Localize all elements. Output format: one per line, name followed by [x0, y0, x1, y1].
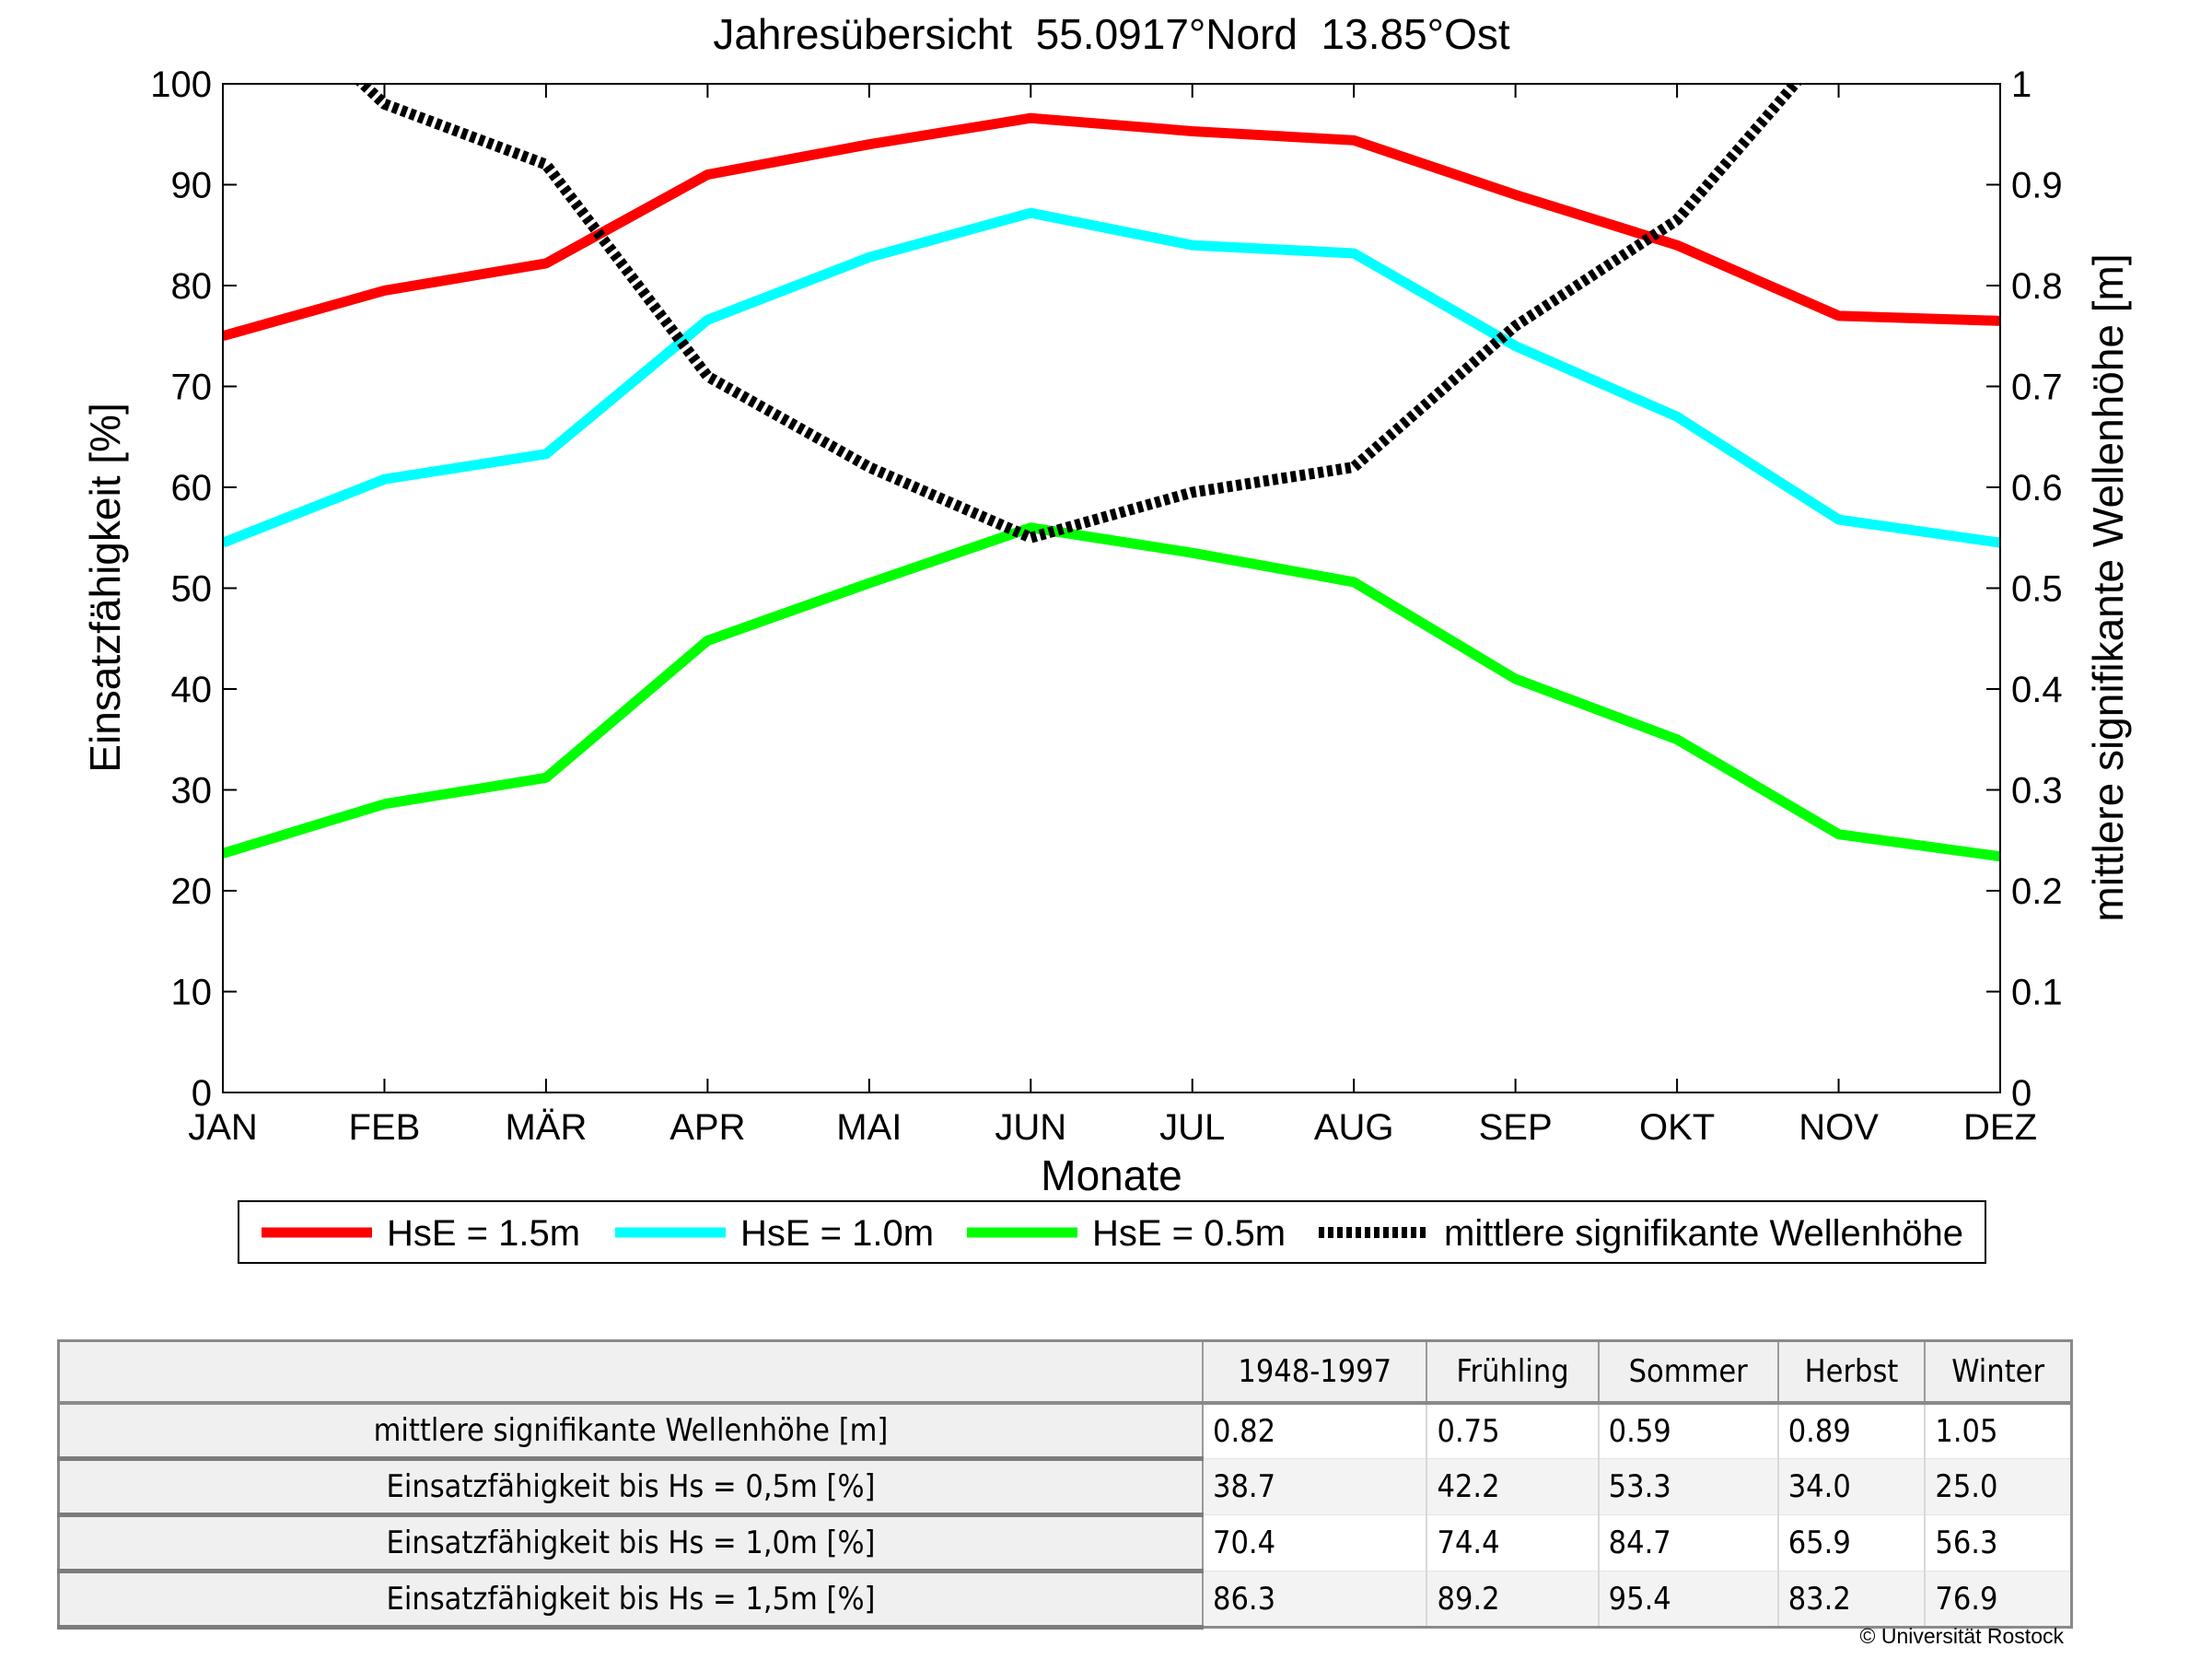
x-tick-label: JAN — [188, 1107, 258, 1148]
legend-label: HsE = 1.0m — [740, 1213, 934, 1254]
y-tick-label: 30 — [171, 771, 213, 812]
x-tick-label: MAI — [836, 1107, 902, 1148]
y2-tick-label: 0.3 — [2011, 771, 2063, 812]
table-cell: 95.4 — [1598, 1571, 1779, 1628]
x-tick-label: OKT — [1639, 1107, 1715, 1148]
table-cell: 38.7 — [1203, 1458, 1428, 1515]
y-tick-label: 70 — [171, 368, 213, 408]
table-cell: 56.3 — [1925, 1514, 2073, 1571]
table-row: Einsatzfähigkeit bis Hs = 0,5m [%] 38.7 42… — [58, 1458, 2073, 1517]
summary-table: 1948-1997 Frühling Sommer Herbst Winter … — [57, 1339, 2073, 1630]
table-cell: 89.2 — [1426, 1571, 1600, 1628]
x-tick-label: SEP — [1479, 1107, 1553, 1148]
x-tick-label: APR — [669, 1107, 745, 1148]
y-tick-label: 80 — [171, 266, 213, 307]
table-cell: 0.75 — [1426, 1403, 1600, 1459]
y-tick-label: 20 — [171, 871, 213, 912]
legend-box — [238, 1200, 1986, 1264]
series-line-0 — [223, 112, 2000, 342]
x-tick-label: JUN — [995, 1107, 1066, 1148]
row-label: Einsatzfähigkeit bis Hs = 1,0m [%] — [58, 1514, 1204, 1573]
x-tick-label: MÄR — [505, 1107, 587, 1148]
x-tick-label: FEB — [349, 1107, 421, 1148]
x-tick-label: JUL — [1159, 1107, 1225, 1148]
y-tick-label: 100 — [150, 64, 212, 105]
y2-tick-label: 0.2 — [2011, 871, 2063, 912]
row-label: Einsatzfähigkeit bis Hs = 0,5m [%] — [58, 1458, 1204, 1517]
legend-label: HsE = 1.5m — [387, 1213, 580, 1254]
chart: Jahresübersicht 55.0917°Nord 13.85°Ost J… — [81, 10, 2132, 1264]
x-tick-label: NOV — [1799, 1107, 1879, 1148]
table-cell: 70.4 — [1203, 1514, 1428, 1571]
table-cell: 74.4 — [1426, 1514, 1600, 1571]
legend: HsE = 1.5m HsE = 1.0m HsE = 0.5m mittlere s… — [238, 1200, 1986, 1264]
table-header — [58, 1340, 1204, 1405]
y2-tick-label: 1 — [2011, 64, 2032, 105]
copyright: © Universität Rostock — [1859, 1624, 2064, 1648]
y2-tick-label: 0.5 — [2011, 569, 2063, 610]
x-tick-label: AUG — [1314, 1107, 1394, 1148]
table-cell: 42.2 — [1426, 1458, 1600, 1515]
series-line-1 — [223, 207, 2000, 548]
table-header: Herbst — [1777, 1340, 1927, 1405]
row-label: Einsatzfähigkeit bis Hs = 1,5m [%] — [58, 1571, 1204, 1630]
y-tick-label: 60 — [171, 468, 213, 508]
table-cell: 86.3 — [1203, 1571, 1428, 1628]
y-axis-label: Einsatzfähigkeit [%] — [81, 403, 129, 772]
table-row: Einsatzfähigkeit bis Hs = 1,0m [%] 70.4 74… — [58, 1514, 2073, 1573]
x-axis-label: Monate — [1041, 1151, 1182, 1199]
table-cell: 84.7 — [1598, 1514, 1779, 1571]
row-label: mittlere signifikante Wellenhöhe [m] — [58, 1403, 1204, 1461]
table-header-row: 1948-1997 Frühling Sommer Herbst Winter — [58, 1340, 2073, 1405]
table-row: Einsatzfähigkeit bis Hs = 1,5m [%] 86.3 89… — [58, 1571, 2073, 1630]
y2-axis-label: mittlere signifikante Wellenhöhe [m] — [2084, 253, 2132, 921]
table-cell: 0.89 — [1777, 1403, 1927, 1459]
x-tick-label: DEZ — [1963, 1107, 2037, 1148]
table-cell: 83.2 — [1777, 1571, 1927, 1628]
y-tick-label: 0 — [192, 1073, 212, 1114]
plot-frame — [222, 83, 2001, 1093]
table-cell: 25.0 — [1925, 1458, 2073, 1515]
y2-tick-label: 0.7 — [2011, 368, 2063, 408]
table-cell: 1.05 — [1925, 1403, 2073, 1459]
table-cell: 76.9 — [1925, 1571, 2073, 1628]
series-line-3 — [355, 84, 1803, 543]
y2-tick-label: 0.8 — [2011, 266, 2063, 307]
table-header: Sommer — [1598, 1340, 1779, 1405]
y2-tick-label: 0.9 — [2011, 166, 2063, 206]
legend-label: mittlere signifikante Wellenhöhe — [1444, 1213, 1963, 1254]
table-cell: 53.3 — [1598, 1458, 1779, 1515]
chart-title: Jahresübersicht 55.0917°Nord 13.85°Ost — [713, 10, 1510, 58]
y-tick-label: 10 — [171, 973, 213, 1013]
table-cell: 0.82 — [1203, 1403, 1428, 1459]
table-header: Frühling — [1426, 1340, 1600, 1405]
y2-tick-label: 0.6 — [2011, 468, 2063, 508]
y2-tick-label: 0 — [2011, 1073, 2032, 1114]
y2-tick-label: 0.1 — [2011, 973, 2063, 1013]
table-header: Winter — [1925, 1340, 2073, 1405]
y-tick-label: 90 — [171, 166, 213, 206]
y-tick-label: 50 — [171, 569, 213, 610]
table-cell: 65.9 — [1777, 1514, 1927, 1571]
table-cell: 34.0 — [1777, 1458, 1927, 1515]
table-cell: 0.59 — [1598, 1403, 1779, 1459]
y-tick-label: 40 — [171, 670, 213, 710]
legend-label: HsE = 0.5m — [1092, 1213, 1286, 1254]
table-header: 1948-1997 — [1203, 1340, 1428, 1405]
y2-tick-label: 0.4 — [2011, 670, 2063, 710]
series-line-2 — [223, 522, 2000, 862]
table-row: mittlere signifikante Wellenhöhe [m] 0.82… — [58, 1403, 2073, 1461]
